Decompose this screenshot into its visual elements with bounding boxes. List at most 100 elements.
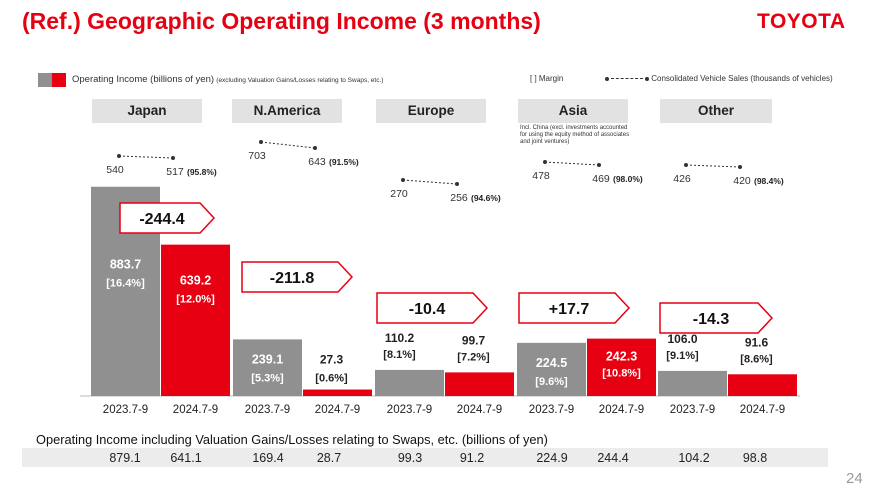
sales-dot-north-america-2024 xyxy=(313,146,317,150)
sales-dot-asia-2023 xyxy=(543,160,547,164)
value-label-japan-2024: 639.2 xyxy=(180,274,211,288)
bar-asia-2024 xyxy=(587,338,656,396)
legend-sales-label: Consolidated Vehicle Sales (thousands of… xyxy=(651,74,833,83)
sales-dot-other-2023 xyxy=(684,163,688,167)
sales-dot-other-2024 xyxy=(738,165,742,169)
legend-margin: [ ] Margin xyxy=(530,74,564,83)
period-label-japan-2023: 2023.7-9 xyxy=(103,404,148,416)
period-label-asia-2024: 2024.7-9 xyxy=(599,404,644,416)
bar-japan-2024 xyxy=(161,244,230,396)
legend-operating-income: Operating Income (billions of yen) (excl… xyxy=(72,74,383,88)
value-label-europe-2023: 110.2 xyxy=(385,331,415,345)
sales-value-north-america-2023: 703 xyxy=(248,150,266,162)
value-label-europe-2024: 99.7 xyxy=(462,333,486,347)
legend-sales-dot-icon xyxy=(645,76,649,81)
bar-asia-2023 xyxy=(517,342,586,396)
sales-dot-europe-2024 xyxy=(455,182,459,186)
value-label-other-2024: 91.6 xyxy=(745,335,769,349)
change-value-asia: +17.7 xyxy=(549,301,590,318)
bar-other-2023 xyxy=(658,370,727,396)
bottom-table-value: 104.2 xyxy=(678,451,710,465)
region-header-europe: Europe xyxy=(376,99,486,123)
margin-label-north-america-2024: [0.6%] xyxy=(315,373,348,385)
change-value-north-america: -211.8 xyxy=(270,270,315,287)
margin-label-japan-2023: [16.4%] xyxy=(106,278,145,290)
sales-ratio-japan: (95.8%) xyxy=(187,167,217,177)
margin-label-europe-2023: [8.1%] xyxy=(383,349,416,361)
bottom-table-band xyxy=(22,448,828,467)
margin-label-other-2023: [9.1%] xyxy=(666,350,699,362)
period-label-north-america-2023: 2023.7-9 xyxy=(245,404,290,416)
period-label-europe-2024: 2024.7-9 xyxy=(457,404,502,416)
bottom-table-value: 98.8 xyxy=(742,451,768,465)
bottom-table-value: 879.1 xyxy=(109,451,141,465)
change-value-japan: -244.4 xyxy=(139,211,184,228)
legend-swatch-current xyxy=(52,73,66,87)
margin-label-north-america-2023: [5.3%] xyxy=(251,372,284,384)
sales-value-other-2024: 420 xyxy=(733,175,751,187)
value-label-other-2023: 106.0 xyxy=(667,332,697,346)
operating-income-chart: 883.7 [16.4%] 639.2 [12.0%] 2023.7-9 2024.7-9… xyxy=(80,140,800,416)
sales-dot-japan-2023 xyxy=(117,154,121,158)
bar-europe-2024 xyxy=(445,372,514,396)
change-value-europe: -10.4 xyxy=(409,301,446,318)
change-callout-asia xyxy=(518,292,631,324)
sales-ratio-europe: (94.6%) xyxy=(471,193,501,203)
margin-label-europe-2024: [7.2%] xyxy=(457,351,490,363)
bottom-table-value: 244.4 xyxy=(597,451,629,465)
page-title: (Ref.) Geographic Operating Income (3 mo… xyxy=(22,8,541,34)
region-header-other: Other xyxy=(660,99,772,123)
bottom-table-value: 28.7 xyxy=(316,451,342,465)
sales-value-north-america-2024: 643 xyxy=(308,156,326,168)
sales-dot-europe-2023 xyxy=(401,178,405,182)
region-header-japan: Japan xyxy=(92,99,202,123)
sales-value-japan-2024: 517 xyxy=(166,166,184,178)
bar-north-america-2024 xyxy=(303,389,372,396)
sales-value-japan-2023: 540 xyxy=(106,164,124,176)
page-number: 24 xyxy=(846,470,863,487)
value-label-asia-2023: 224.5 xyxy=(536,356,567,370)
sales-dot-japan-2024 xyxy=(171,156,175,160)
margin-label-other-2024: [8.6%] xyxy=(740,353,773,365)
region-header-north-america: N.America xyxy=(232,99,342,123)
sales-value-europe-2023: 270 xyxy=(390,188,408,200)
period-label-north-america-2024: 2024.7-9 xyxy=(315,404,360,416)
change-callout-north-america xyxy=(241,261,354,293)
sales-value-europe-2024: 256 xyxy=(450,192,468,204)
legend-sales: Consolidated Vehicle Sales (thousands of… xyxy=(605,74,833,88)
period-label-other-2023: 2023.7-9 xyxy=(670,404,715,416)
period-label-europe-2023: 2023.7-9 xyxy=(387,404,432,416)
value-label-asia-2024: 242.3 xyxy=(606,350,637,364)
period-label-japan-2024: 2024.7-9 xyxy=(173,404,218,416)
bottom-table-value: 224.9 xyxy=(536,451,568,465)
change-callout-europe xyxy=(376,292,489,324)
bar-other-2024 xyxy=(728,374,797,396)
bar-europe-2023 xyxy=(375,369,444,396)
sales-ratio-other: (98.4%) xyxy=(754,176,784,186)
sales-dot-north-america-2023 xyxy=(259,140,263,144)
value-label-japan-2023: 883.7 xyxy=(110,258,141,272)
sales-value-other-2023: 426 xyxy=(673,173,691,185)
asia-china-note: Incl. China (excl. investments accounted… xyxy=(520,125,630,145)
legend-operating-income-note: (excluding Valuation Gains/Losses relati… xyxy=(216,77,384,84)
bar-north-america-2023 xyxy=(233,339,302,396)
bottom-table-title: Operating Income including Valuation Gai… xyxy=(36,432,548,447)
legend-sales-dot-icon xyxy=(605,76,609,81)
sales-line-other xyxy=(685,164,741,168)
value-label-north-america-2023: 239.1 xyxy=(252,352,283,366)
sales-dot-asia-2024 xyxy=(597,163,601,167)
bottom-table-value: 91.2 xyxy=(459,451,485,465)
sales-ratio-asia: (98.0%) xyxy=(613,174,643,184)
period-label-other-2024: 2024.7-9 xyxy=(740,404,785,416)
value-label-north-america-2024: 27.3 xyxy=(320,353,344,367)
change-callout-other xyxy=(659,302,774,334)
region-header-asia: Asia xyxy=(518,99,628,123)
sales-ratio-north-america: (91.5%) xyxy=(329,157,359,167)
sales-line-asia xyxy=(544,161,600,166)
margin-label-asia-2024: [10.8%] xyxy=(602,368,641,380)
sales-value-asia-2024: 469 xyxy=(592,173,610,185)
change-callout-japan xyxy=(119,202,216,234)
legend-swatch-prior xyxy=(38,73,52,87)
margin-label-japan-2024: [12.0%] xyxy=(176,294,215,306)
sales-value-asia-2023: 478 xyxy=(532,170,550,182)
